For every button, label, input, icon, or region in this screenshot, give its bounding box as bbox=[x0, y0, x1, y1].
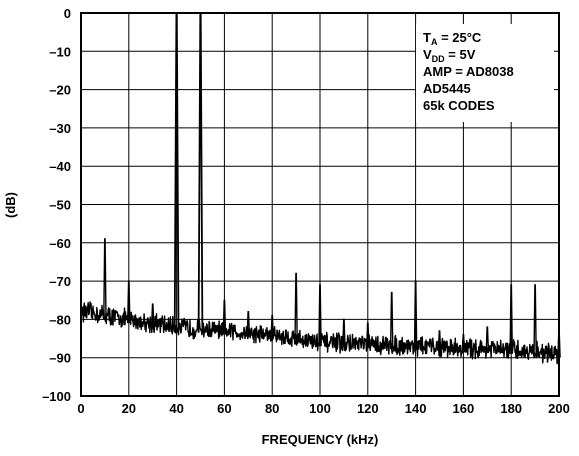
x-tick-labels: 0 20 40 60 80 100 120 140 160 180 200 bbox=[77, 401, 569, 416]
x-axis-title: FREQUENCY (kHz) bbox=[262, 432, 379, 447]
y-tick-label: –20 bbox=[49, 83, 71, 98]
peak-mark bbox=[150, 303, 155, 328]
peak-mark bbox=[246, 311, 251, 337]
x-tick-label: 80 bbox=[265, 401, 279, 416]
peak-mark bbox=[270, 314, 274, 339]
peak-mark bbox=[366, 322, 370, 349]
y-tick-label: –90 bbox=[49, 351, 71, 366]
y-tick-label: –70 bbox=[49, 274, 71, 289]
peak-mark bbox=[533, 284, 537, 356]
y-tick-label: –100 bbox=[42, 389, 71, 404]
x-tick-label: 180 bbox=[500, 401, 522, 416]
annotation-line: AD5445 bbox=[423, 81, 471, 96]
annotation-line: AMP = AD8038 bbox=[423, 64, 514, 79]
x-tick-label: 160 bbox=[453, 401, 475, 416]
y-tick-label: –50 bbox=[49, 198, 71, 213]
peak-mark bbox=[294, 272, 298, 343]
plot-frame bbox=[80, 12, 560, 397]
annotation-background bbox=[416, 24, 554, 122]
x-tick-label: 140 bbox=[405, 401, 427, 416]
y-tick-label: –80 bbox=[49, 312, 71, 327]
peak-mark bbox=[197, 12, 204, 333]
peak-mark bbox=[318, 284, 322, 347]
annotation-line: VDD = 5V bbox=[423, 47, 476, 64]
peak-mark bbox=[509, 284, 513, 354]
peak-mark bbox=[461, 334, 466, 353]
peak-mark bbox=[485, 326, 490, 353]
annotation-line: 65k CODES bbox=[423, 98, 495, 113]
y-tick-label: –40 bbox=[49, 159, 71, 174]
y-axis-title: (dB) bbox=[3, 192, 18, 218]
y-tick-label: –60 bbox=[49, 236, 71, 251]
annotation-line: TA = 25°C bbox=[423, 30, 482, 47]
y-tick-label: 0 bbox=[64, 6, 71, 21]
x-tick-label: 100 bbox=[309, 401, 331, 416]
peak-mark bbox=[389, 291, 394, 350]
y-tick-label: –10 bbox=[49, 44, 71, 59]
peak-mark bbox=[127, 280, 131, 324]
peak-mark bbox=[222, 299, 227, 335]
peak-mark bbox=[413, 280, 418, 351]
x-tick-label: 120 bbox=[357, 401, 379, 416]
y-tick-labels: 0 –10 –20 –30 –40 –50 –60 –70 –80 –90 –100 bbox=[42, 6, 71, 404]
x-tick-label: 200 bbox=[548, 401, 570, 416]
peak-mark bbox=[342, 318, 346, 348]
y-tick-label: –30 bbox=[49, 121, 71, 136]
x-tick-label: 60 bbox=[217, 401, 231, 416]
x-tick-label: 40 bbox=[169, 401, 183, 416]
peak-mark bbox=[437, 330, 442, 352]
x-tick-label: 20 bbox=[122, 401, 136, 416]
x-tick-label: 0 bbox=[77, 401, 84, 416]
peak-mark bbox=[103, 238, 107, 320]
